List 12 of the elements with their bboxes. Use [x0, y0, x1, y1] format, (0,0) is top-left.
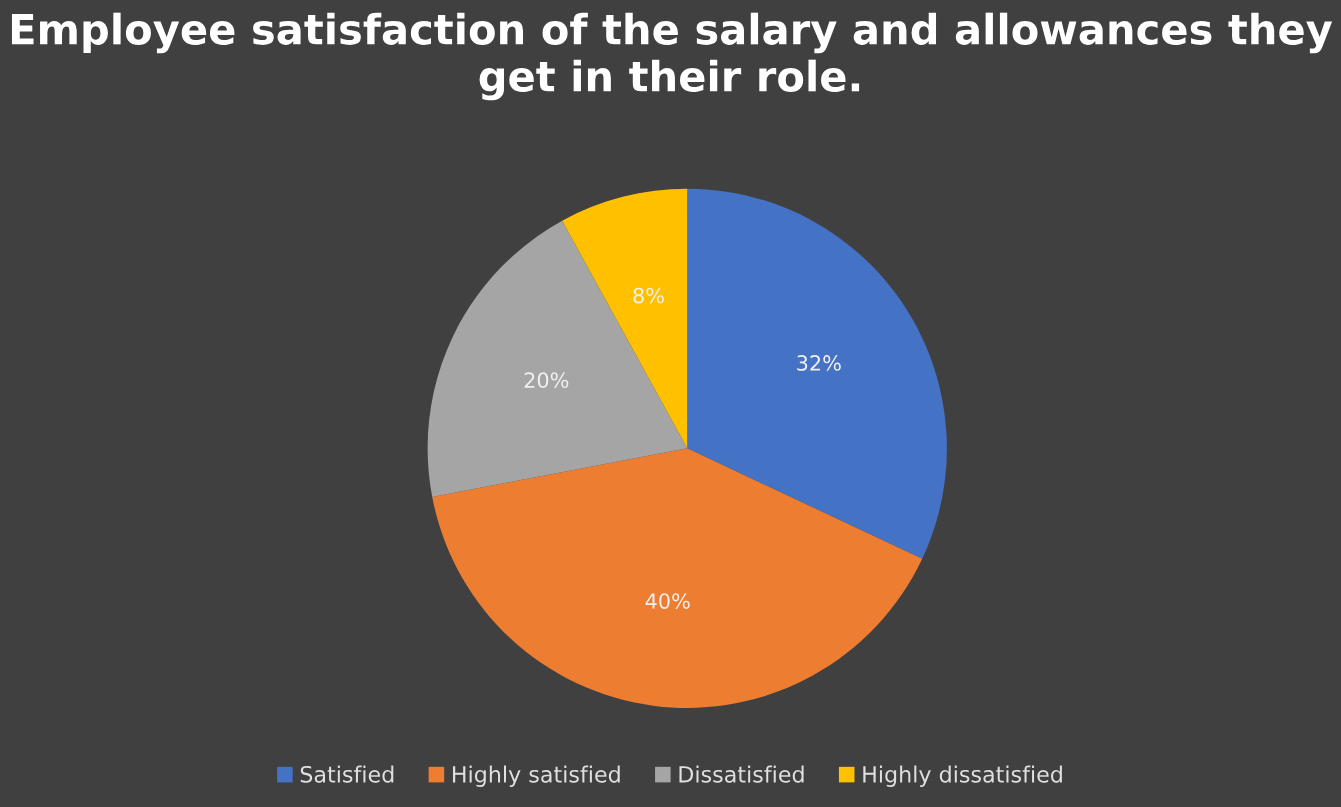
data-label: 20% [524, 372, 569, 388]
legend-label: Highly satisfied [453, 765, 620, 787]
data-label: 40% [645, 593, 690, 609]
pie-slice [687, 188, 947, 559]
data-label: 32% [797, 355, 841, 371]
legend-label: Satisfied [300, 765, 394, 783]
pie-slice [427, 220, 688, 497]
data-label: 8% [633, 287, 664, 304]
legend-label: Dissatisfied [679, 765, 804, 783]
chart-title: Employee satisfaction of the salary and allowances they get in their role. [11, 12, 1333, 101]
legend-label: Highly dissatisfied [863, 765, 1062, 787]
pie-slice [432, 448, 923, 708]
